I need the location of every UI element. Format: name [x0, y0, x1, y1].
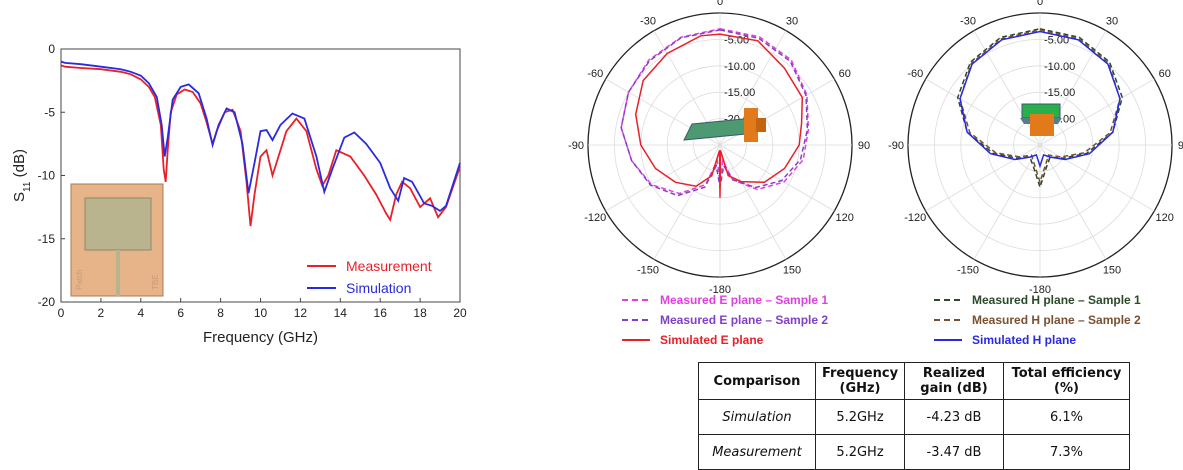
x-axis-label: Frequency (GHz) [203, 329, 318, 346]
y-tick-label: -5 [44, 105, 55, 119]
radial-tick-label: -10.00 [1044, 61, 1075, 73]
x-tick-label: 8 [217, 306, 224, 320]
legend-label: Measured H plane – Sample 2 [972, 313, 1141, 327]
angle-tick-label: -60 [907, 68, 923, 80]
table-cell: -3.47 dB [905, 435, 1004, 470]
angle-tick-label: -150 [637, 265, 659, 277]
radial-tick-label: -15.00 [724, 87, 755, 99]
angle-tick-label: -90 [888, 140, 904, 152]
angle-tick-label: 150 [1103, 265, 1121, 277]
table-header-row: Comparison Frequency (GHz) Realized gain… [699, 363, 1130, 400]
legend-label: Simulated H plane [972, 333, 1076, 347]
table-row: Measurement 5.2GHz -3.47 dB 7.3% [699, 435, 1130, 470]
radial-tick-label: -10.00 [724, 61, 755, 73]
angle-tick-label: -90 [568, 140, 584, 152]
legend-label: Measured H plane – Sample 1 [972, 293, 1141, 307]
y-tick-label: 0 [48, 42, 55, 56]
inset-label: Patch [75, 270, 84, 290]
angle-tick-label: -120 [904, 212, 926, 224]
table-cell: Measurement [699, 435, 816, 470]
legend-label: Measured E plane – Sample 2 [660, 313, 828, 327]
angle-tick-label: 120 [1156, 212, 1174, 224]
x-tick-label: 6 [177, 306, 184, 320]
table-cell: 7.3% [1004, 435, 1130, 470]
table-row: Simulation 5.2GHz -4.23 dB 6.1% [699, 400, 1130, 435]
legend-label: Measurement [346, 258, 432, 274]
table-cell: Simulation [699, 400, 816, 435]
antenna-photo-inset: Patch TBE [71, 184, 163, 296]
angle-tick-label: 60 [1159, 68, 1171, 80]
legend-label: Simulated E plane [660, 333, 764, 347]
e-plane-polar-chart: 0306090120150-180-150-120-90-60-30-5.00-… [568, 0, 870, 296]
model-connector [744, 108, 758, 142]
x-tick-label: 10 [254, 306, 268, 320]
inset-label: TBE [151, 274, 160, 290]
radial-tick-label: -15.00 [1044, 87, 1075, 99]
legend-label: Simulation [346, 280, 411, 296]
x-tick-label: 0 [58, 306, 65, 320]
h-plane-polar-chart: 0 30 60 90 120 150 -180 -150 -120 -90 -60 -30 -5.00 -… [888, 0, 1183, 296]
angle-tick-label: 60 [839, 68, 851, 80]
model-connector [1030, 114, 1054, 136]
table-cell: -4.23 dB [905, 400, 1004, 435]
model-connector [756, 118, 766, 132]
inset-patch [85, 198, 151, 250]
y-tick-label: -10 [38, 169, 56, 183]
table-header-cell: Realized gain (dB) [905, 363, 1004, 400]
table-cell: 6.1% [1004, 400, 1130, 435]
table-cell: 5.2GHz [816, 400, 905, 435]
table-header-cell: Comparison [699, 363, 816, 400]
y-tick-label: -20 [38, 295, 56, 309]
angle-tick-label: -60 [587, 68, 603, 80]
x-tick-label: 4 [137, 306, 144, 320]
table-header-cell: Total efficiency (%) [1004, 363, 1130, 400]
table-cell: 5.2GHz [816, 435, 905, 470]
angle-tick-label: 90 [858, 140, 870, 152]
angle-tick-label: 30 [786, 15, 798, 27]
h-plane-legend: Measured H plane – Sample 1 Measured H pl… [934, 293, 1141, 347]
x-tick-label: 2 [98, 306, 105, 320]
x-tick-label: 12 [294, 306, 308, 320]
angle-tick-label: -150 [957, 265, 979, 277]
angle-tick-label: -120 [584, 212, 606, 224]
angle-tick-label: 90 [1178, 140, 1183, 152]
x-tick-label: 16 [374, 306, 388, 320]
y-tick-label: -15 [38, 232, 56, 246]
e-plane-legend: Measured E plane – Sample 1 Measured E pl… [622, 293, 828, 347]
y-axis-label: S11 (dB) [11, 149, 33, 202]
angle-tick-label: 0 [1037, 0, 1043, 8]
table-header-cell: Frequency (GHz) [816, 363, 905, 400]
inset-feedline [116, 250, 120, 296]
angle-tick-label: 120 [836, 212, 854, 224]
legend-label: Measured E plane – Sample 1 [660, 293, 828, 307]
x-tick-label: 20 [453, 306, 467, 320]
angle-tick-label: 30 [1106, 15, 1118, 27]
angle-tick-label: 0 [717, 0, 723, 8]
comparison-table: Comparison Frequency (GHz) Realized gain… [698, 362, 1130, 470]
x-tick-label: 18 [413, 306, 427, 320]
angle-tick-label: -30 [960, 15, 976, 27]
angle-tick-label: -30 [640, 15, 656, 27]
s11-chart: 0 2 4 6 8 10 12 14 16 18 20 0 -5 -10 -15 -20 Frequency (… [11, 42, 467, 346]
angle-tick-label: 150 [783, 265, 801, 277]
x-tick-label: 14 [334, 306, 348, 320]
